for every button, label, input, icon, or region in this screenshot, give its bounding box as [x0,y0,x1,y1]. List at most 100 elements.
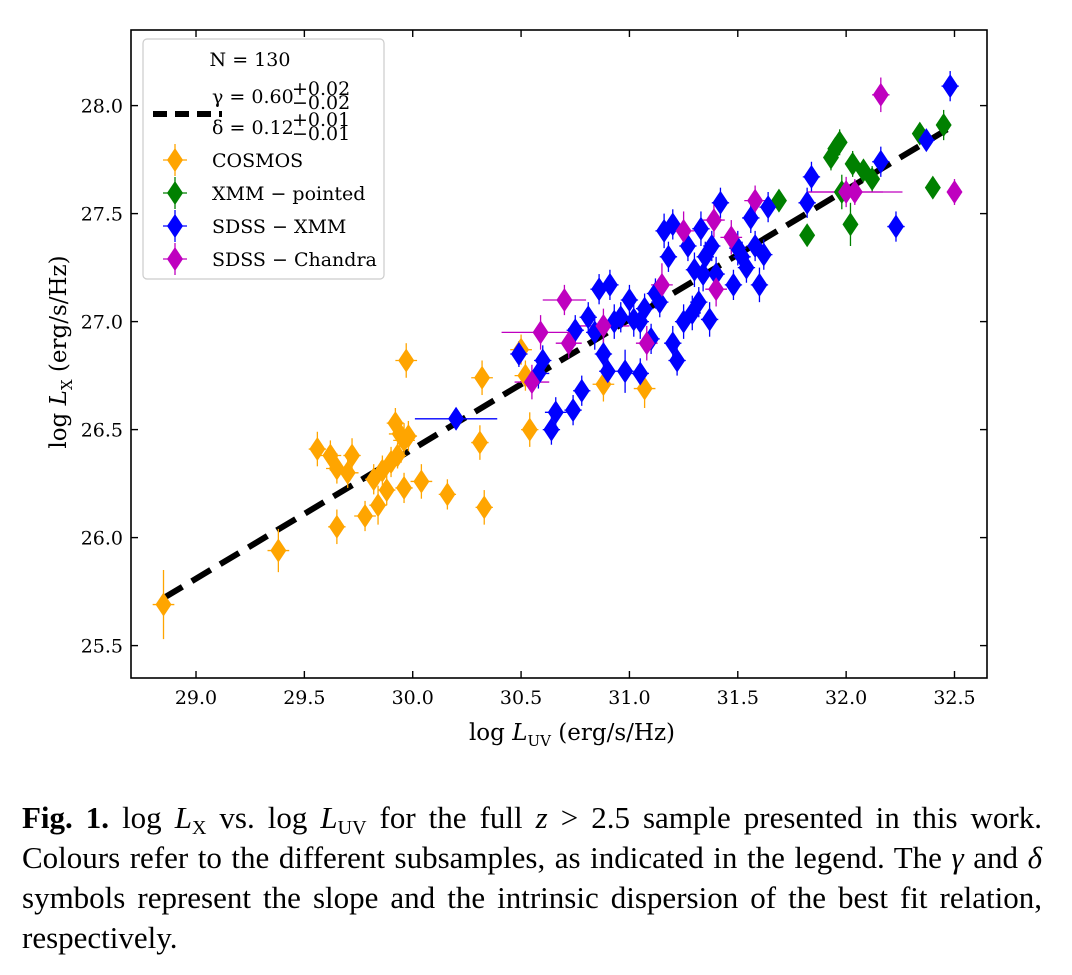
sdss-chandra-point [946,180,963,204]
sdss-xmm-point [690,290,707,315]
cosmos-point [309,437,326,462]
sdss-xmm-point [712,190,729,215]
cosmos-point [413,469,430,494]
caption-symbol: L [174,800,192,835]
sdss-xmm-point [872,149,889,174]
sdss-xmm-point [599,359,616,384]
sdss-xmm-point [703,234,720,258]
sdss-xmm-point [510,342,527,366]
sdss-xmm-point [632,361,649,386]
sdss-chandra-point [523,370,540,395]
sdss-chandra-point [653,272,670,297]
legend-gamma-lower: −0.02 [292,92,350,114]
caption-text: for the full [366,800,536,835]
legend-sdss-chandra-label: SDSS − Chandra [212,249,377,271]
sdss-chandra-point [708,277,725,302]
sdss-xmm-point [669,348,686,373]
xmm-pointed-point [842,212,859,237]
sdss-xmm-point [887,214,904,239]
sdss-chandra-point [723,225,740,250]
cosmos-point [398,348,415,373]
sdss-chandra-point [532,320,549,345]
sdss-xmm-point [692,216,709,241]
cosmos-point [476,495,493,520]
sdss-chandra-point [675,218,692,243]
y-tick-label: 27.5 [81,204,123,226]
legend-sdss-xmm-marker [167,214,183,238]
sdss-xmm-point [708,262,725,287]
caption-text: symbols represent the slope and the intr… [22,880,1042,955]
sdss-xmm-point [660,244,677,269]
sdss-xmm-point [573,378,590,403]
legend-delta: δ = 0.12 [212,117,294,139]
legend-sdss-chandra-marker [167,247,183,271]
legend-cosmos-label: COSMOS [212,150,303,172]
x-tick-label: 32.5 [933,687,975,709]
cosmos-point [396,475,413,500]
sdss-chandra-point [846,180,863,204]
caption-text: and [963,840,1028,875]
sdss-xmm-point [725,272,742,297]
caption-symbol: γ [951,840,964,875]
caption-text: log [109,800,175,835]
xmm-pointed-point [799,223,816,248]
xmm-pointed-point [831,130,848,155]
sdss-xmm-point [755,242,772,267]
cosmos-point [471,430,488,455]
caption-symbol: δ [1027,840,1042,875]
x-tick-label: 31.0 [608,687,650,709]
sdss-xmm-point [651,290,668,315]
y-tick-label: 28.0 [81,96,123,118]
y-axis-label: log LX (erg/s/Hz) [46,255,76,448]
cosmos-point [439,482,456,507]
x-tick-label: 31.5 [717,687,759,709]
legend-gamma-upper: +0.02 [292,78,350,100]
sdss-chandra-point [747,188,764,213]
y-tick-label: 26.5 [81,420,123,442]
legend-cosmos-marker [167,148,183,172]
sdss-xmm-point [565,398,582,423]
sdss-xmm-point [617,359,634,384]
xmm-pointed-point [935,113,952,138]
sdss-xmm-point [751,272,768,297]
sdss-xmm-point [601,272,618,297]
sdss-xmm-point [695,262,712,287]
x-tick-label: 30.0 [392,687,434,709]
best-fit-line [161,122,957,601]
sdss-xmm-point [942,74,959,99]
sdss-xmm-point [636,296,653,321]
sdss-xmm-point [701,307,718,332]
sdss-xmm-point [534,348,551,373]
x-axis-label: log LUV (erg/s/Hz) [469,720,675,750]
sdss-xmm-point [547,400,564,425]
sdss-chandra-point [556,288,573,312]
sdss-chandra-point [560,331,577,356]
sdss-xmm-point [918,128,935,153]
sdss-chandra-point [872,82,889,107]
x-tick-label: 29.0 [175,687,217,709]
sdss-xmm-point [803,164,820,189]
cosmos-point [521,417,538,442]
caption-text: > 2.5 sample presented in this work. Col… [22,800,1042,875]
sdss-xmm-point [612,305,629,330]
sdss-chandra-point [595,313,612,338]
caption-symbol: z [535,800,548,835]
caption-subscript: X [191,817,207,839]
sdss-xmm-point [738,255,755,280]
cosmos-point [474,365,491,390]
xmm-pointed-point [924,175,941,200]
cosmos-point [328,514,345,539]
sdss-chandra-point [705,208,722,233]
cosmos-point [370,493,387,518]
scatter-plot: 29.0 29.5 30.0 30.5 31.0 31.5 32.0 32.5 25.5 26.0… [46,29,988,750]
cosmos-point [155,592,172,617]
x-tick-label: 32.0 [825,687,867,709]
caption-subscript: UV [337,817,367,839]
cosmos-point [357,504,374,528]
xmm-pointed-point [864,167,881,192]
legend-delta-lower: −0.01 [292,123,350,145]
legend-n-label: N = 130 [210,49,291,71]
cosmos-point [344,443,361,468]
caption-text: vs. log [206,800,321,835]
caption-label: Fig. 1. [22,800,110,835]
